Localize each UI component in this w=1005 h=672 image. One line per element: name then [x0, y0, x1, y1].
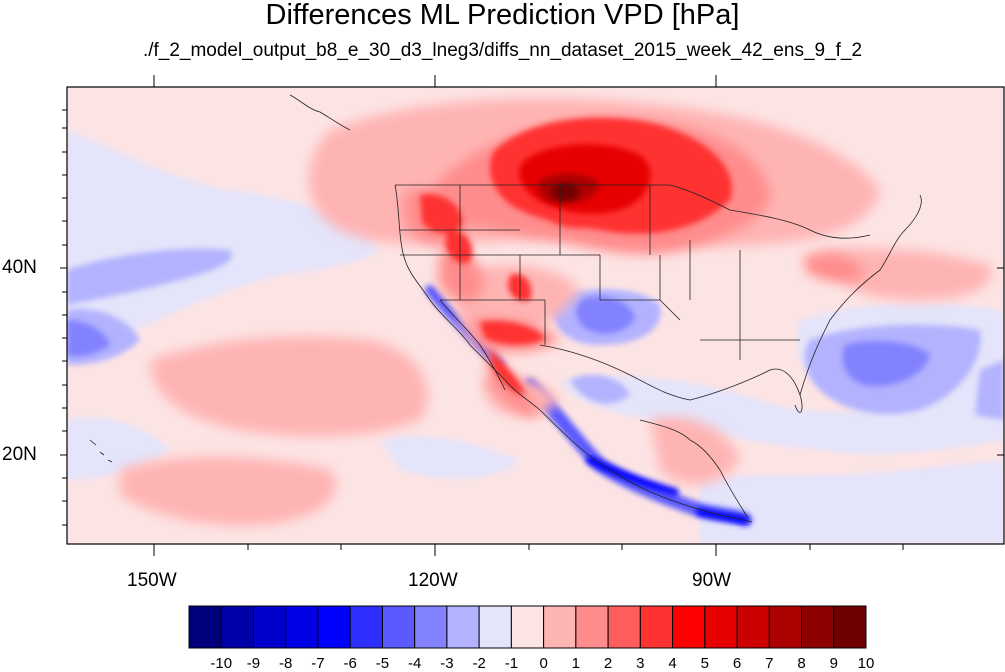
- colorbar-tick-label: -6: [343, 655, 357, 672]
- colorbar-swatch: [801, 605, 835, 649]
- lon-label-90w: 90W: [692, 570, 732, 591]
- colorbar-tick-label: 6: [732, 655, 742, 672]
- colorbar-tick-label: 5: [700, 655, 709, 672]
- colorbar-swatch: [220, 605, 254, 649]
- colorbar-tick-label: 10: [857, 655, 875, 672]
- colorbar-swatch: [285, 605, 319, 649]
- colorbar-swatch: [381, 605, 416, 649]
- lat-label-40n: 40N: [2, 257, 37, 278]
- lon-label-120w: 120W: [408, 570, 458, 591]
- colorbar-tick-label: -2: [472, 655, 486, 672]
- chart-subtitle: ./f_2_model_output_b8_e_30_d3_lneg3/diff…: [142, 40, 863, 61]
- lat-label-20n: 20N: [2, 444, 37, 465]
- colorbar-tick-label: 7: [765, 655, 774, 672]
- colorbar-tick-label: 9: [829, 655, 838, 672]
- colorbar-tick-label: 2: [603, 655, 613, 672]
- colorbar-swatch: [414, 605, 448, 649]
- axis-ticks: [60, 75, 1004, 556]
- colorbar-tick-label: 3: [636, 655, 645, 672]
- lon-label-150w: 150W: [127, 570, 177, 591]
- colorbar-tick-label: -1: [504, 655, 519, 672]
- colorbar-tick-label: -3: [440, 655, 454, 672]
- colorbar-swatch: [672, 605, 706, 649]
- colorbar-swatch: [639, 605, 674, 649]
- colorbar-tick-label: 0: [539, 655, 548, 672]
- colorbar-tick-label: -5: [375, 655, 390, 672]
- colorbar-swatch: [575, 605, 609, 649]
- colorbar-swatch: [704, 605, 738, 649]
- colorbar-tick-label: -7: [311, 655, 325, 672]
- chart-title: Differences ML Prediction VPD [hPa]: [265, 0, 740, 31]
- vpd-difference-field: [67, 87, 1004, 544]
- colorbar-swatch: [543, 605, 577, 649]
- colorbar-swatch: [349, 605, 383, 649]
- coastlines: [89, 94, 922, 523]
- colorbar-swatch: [607, 605, 641, 649]
- colorbar-swatch: [446, 605, 480, 649]
- colorbar-tick-label: -9: [246, 655, 261, 672]
- colorbar-swatch: [317, 605, 351, 649]
- colorbar-swatch: [188, 605, 222, 649]
- colorbar-swatch: [768, 605, 803, 649]
- colorbar-tick-label: -8: [279, 655, 293, 672]
- colorbar-swatch: [510, 605, 545, 649]
- colorbar-swatch: [478, 605, 512, 649]
- colorbar-swatch: [736, 605, 770, 649]
- colorbar-tick-label: -10: [210, 655, 233, 672]
- colorbar: [188, 605, 867, 649]
- colorbar-swatch: [252, 605, 287, 649]
- colorbar-tick-label: -4: [407, 655, 422, 672]
- colorbar-tick-label: 8: [797, 655, 806, 672]
- colorbar-tick-label: 1: [571, 655, 581, 672]
- colorbar-tick-label: 4: [668, 655, 677, 672]
- colorbar-swatch: [833, 605, 867, 649]
